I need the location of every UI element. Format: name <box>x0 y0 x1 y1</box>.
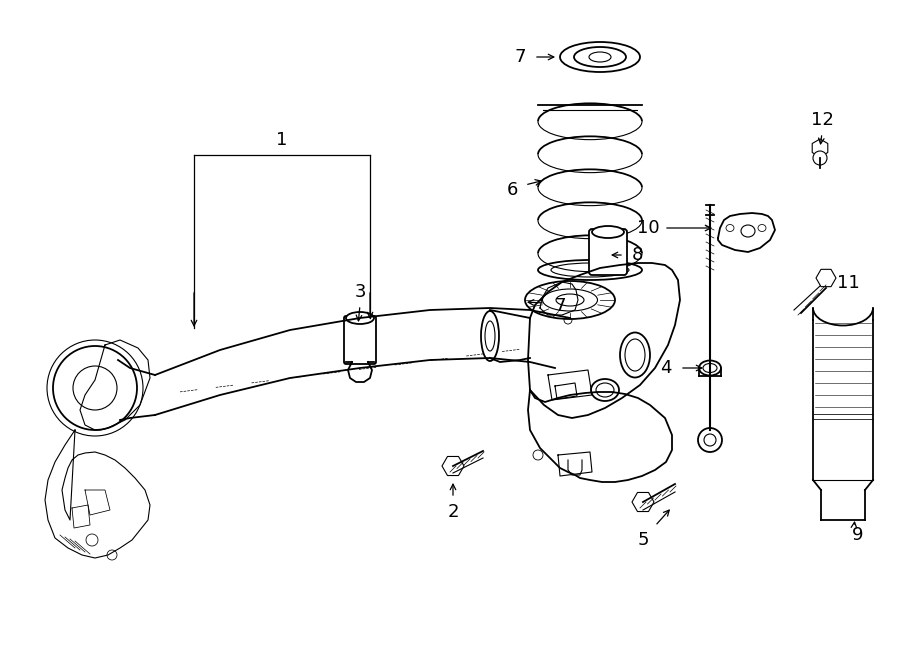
Circle shape <box>813 151 827 165</box>
Text: 7: 7 <box>514 48 526 66</box>
Ellipse shape <box>560 42 640 72</box>
FancyBboxPatch shape <box>589 229 627 275</box>
Text: 12: 12 <box>811 111 833 129</box>
Text: 10: 10 <box>636 219 660 237</box>
Text: 1: 1 <box>276 131 288 149</box>
Text: 9: 9 <box>852 526 864 544</box>
Text: 5: 5 <box>637 531 649 549</box>
Ellipse shape <box>346 312 374 324</box>
FancyBboxPatch shape <box>344 316 376 364</box>
Text: 8: 8 <box>631 246 643 264</box>
Text: 3: 3 <box>355 283 365 301</box>
Text: 6: 6 <box>507 181 517 199</box>
Text: 2: 2 <box>447 503 459 521</box>
Ellipse shape <box>525 281 615 319</box>
Text: 11: 11 <box>837 274 859 292</box>
Ellipse shape <box>592 226 624 238</box>
Text: 7: 7 <box>554 297 566 315</box>
Text: 4: 4 <box>661 359 671 377</box>
